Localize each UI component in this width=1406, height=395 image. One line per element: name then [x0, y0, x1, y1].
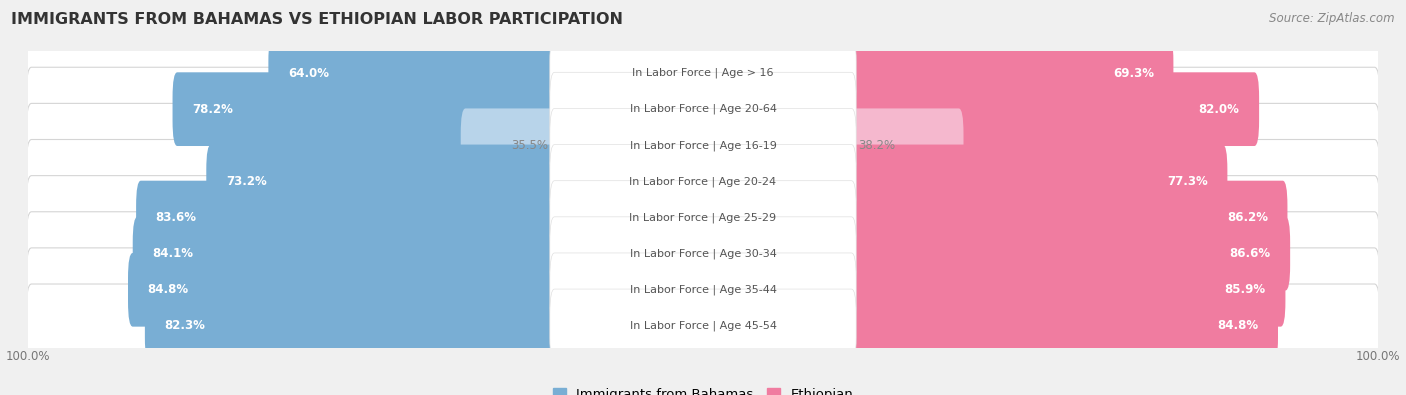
Text: In Labor Force | Age 30-34: In Labor Force | Age 30-34: [630, 248, 776, 259]
FancyBboxPatch shape: [550, 36, 856, 110]
FancyBboxPatch shape: [27, 176, 1379, 260]
FancyBboxPatch shape: [846, 36, 1174, 110]
Text: In Labor Force | Age 25-29: In Labor Force | Age 25-29: [630, 212, 776, 223]
FancyBboxPatch shape: [27, 212, 1379, 295]
Text: 86.6%: 86.6%: [1229, 247, 1271, 260]
Text: In Labor Force | Age > 16: In Labor Force | Age > 16: [633, 68, 773, 78]
FancyBboxPatch shape: [846, 72, 1260, 146]
Text: 82.0%: 82.0%: [1199, 103, 1240, 116]
FancyBboxPatch shape: [207, 145, 560, 218]
Text: 84.8%: 84.8%: [1218, 320, 1258, 333]
Text: 85.9%: 85.9%: [1225, 283, 1265, 296]
Text: 83.6%: 83.6%: [156, 211, 197, 224]
FancyBboxPatch shape: [27, 103, 1379, 187]
FancyBboxPatch shape: [136, 181, 560, 254]
FancyBboxPatch shape: [550, 217, 856, 290]
Text: 73.2%: 73.2%: [226, 175, 267, 188]
FancyBboxPatch shape: [132, 217, 560, 290]
FancyBboxPatch shape: [846, 289, 1278, 363]
FancyBboxPatch shape: [550, 289, 856, 363]
Text: IMMIGRANTS FROM BAHAMAS VS ETHIOPIAN LABOR PARTICIPATION: IMMIGRANTS FROM BAHAMAS VS ETHIOPIAN LAB…: [11, 12, 623, 27]
FancyBboxPatch shape: [461, 109, 560, 182]
FancyBboxPatch shape: [27, 139, 1379, 223]
FancyBboxPatch shape: [846, 253, 1285, 327]
FancyBboxPatch shape: [846, 181, 1288, 254]
Text: 35.5%: 35.5%: [510, 139, 548, 152]
FancyBboxPatch shape: [128, 253, 560, 327]
Text: 86.2%: 86.2%: [1227, 211, 1268, 224]
Text: 78.2%: 78.2%: [193, 103, 233, 116]
Text: In Labor Force | Age 16-19: In Labor Force | Age 16-19: [630, 140, 776, 150]
FancyBboxPatch shape: [173, 72, 560, 146]
Text: 38.2%: 38.2%: [858, 139, 896, 152]
Text: 84.1%: 84.1%: [152, 247, 193, 260]
FancyBboxPatch shape: [27, 284, 1379, 368]
Text: In Labor Force | Age 20-64: In Labor Force | Age 20-64: [630, 104, 776, 115]
FancyBboxPatch shape: [27, 67, 1379, 151]
FancyBboxPatch shape: [846, 109, 963, 182]
FancyBboxPatch shape: [846, 145, 1227, 218]
Text: 84.8%: 84.8%: [148, 283, 188, 296]
FancyBboxPatch shape: [27, 248, 1379, 332]
Text: In Labor Force | Age 35-44: In Labor Force | Age 35-44: [630, 284, 776, 295]
FancyBboxPatch shape: [269, 36, 560, 110]
FancyBboxPatch shape: [550, 72, 856, 146]
Text: 64.0%: 64.0%: [288, 66, 329, 79]
Text: In Labor Force | Age 45-54: In Labor Force | Age 45-54: [630, 321, 776, 331]
FancyBboxPatch shape: [550, 253, 856, 327]
FancyBboxPatch shape: [145, 289, 560, 363]
FancyBboxPatch shape: [27, 31, 1379, 115]
Legend: Immigrants from Bahamas, Ethiopian: Immigrants from Bahamas, Ethiopian: [547, 383, 859, 395]
FancyBboxPatch shape: [846, 217, 1291, 290]
FancyBboxPatch shape: [550, 109, 856, 182]
Text: 77.3%: 77.3%: [1167, 175, 1208, 188]
FancyBboxPatch shape: [550, 181, 856, 254]
Text: 69.3%: 69.3%: [1112, 66, 1154, 79]
FancyBboxPatch shape: [550, 145, 856, 218]
Text: In Labor Force | Age 20-24: In Labor Force | Age 20-24: [630, 176, 776, 187]
Text: 82.3%: 82.3%: [165, 320, 205, 333]
Text: Source: ZipAtlas.com: Source: ZipAtlas.com: [1270, 12, 1395, 25]
